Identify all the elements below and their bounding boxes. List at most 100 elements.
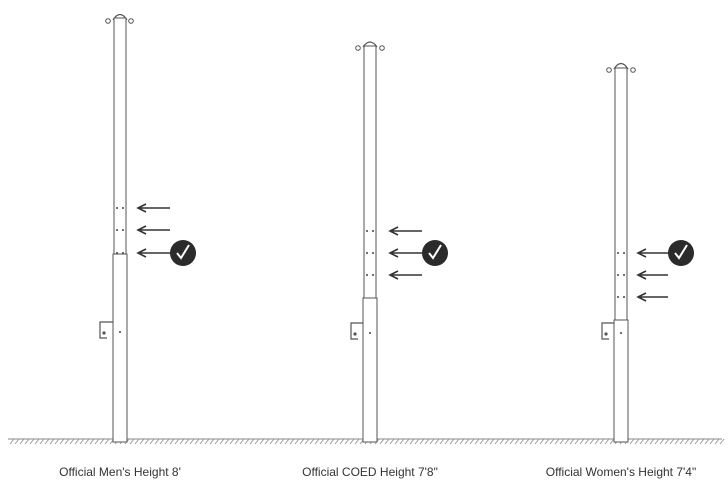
mounting-bracket-icon bbox=[99, 321, 121, 339]
pole-lower-section bbox=[362, 297, 378, 443]
ground-hatch-mark bbox=[439, 438, 445, 445]
ground-hatch-mark bbox=[419, 438, 425, 445]
pole-lower-section bbox=[613, 319, 629, 443]
ground-hatch-mark bbox=[444, 438, 450, 445]
ground-hatch-mark bbox=[349, 438, 355, 445]
height-holes bbox=[617, 252, 625, 298]
ground-hatch-mark bbox=[164, 438, 170, 445]
ground-hatch-mark bbox=[409, 438, 415, 445]
ground-hatch-mark bbox=[679, 438, 685, 445]
ground-hatch-mark bbox=[14, 438, 20, 445]
ground-hatch-mark bbox=[429, 438, 435, 445]
ground-hatch-mark bbox=[489, 438, 495, 445]
ground-hatch-mark bbox=[709, 438, 715, 445]
ground-hatch-mark bbox=[644, 438, 650, 445]
height-holes bbox=[366, 230, 374, 276]
ground-hatch-mark bbox=[699, 438, 705, 445]
ground-hatch-mark bbox=[519, 438, 525, 445]
ground-hatch-mark bbox=[689, 438, 695, 445]
ground-hatch-mark bbox=[449, 438, 455, 445]
ground-hatch-mark bbox=[639, 438, 645, 445]
ground-hatch-mark bbox=[49, 438, 55, 445]
pulley-icon bbox=[379, 45, 385, 51]
ground-hatch-mark bbox=[294, 438, 300, 445]
arrow-left-icon bbox=[636, 270, 668, 280]
ground-hatch-mark bbox=[604, 438, 610, 445]
ground-hatch-mark bbox=[389, 438, 395, 445]
ground-hatch-mark bbox=[404, 438, 410, 445]
pole-upper-section bbox=[113, 17, 127, 255]
ground-hatch-mark bbox=[399, 438, 405, 445]
ground-hatch-mark bbox=[219, 438, 225, 445]
ground-hatch-mark bbox=[544, 438, 550, 445]
pole-womens bbox=[601, 62, 694, 443]
mounting-bracket-icon bbox=[601, 322, 622, 340]
ground-hatch-mark bbox=[524, 438, 530, 445]
ground-hatch-mark bbox=[84, 438, 90, 445]
ground-hatch-mark bbox=[279, 438, 285, 445]
arrow-left-icon bbox=[636, 248, 668, 258]
mounting-bracket-icon bbox=[350, 322, 371, 340]
ground-hatch-mark bbox=[594, 438, 600, 445]
ground-hatch-mark bbox=[174, 438, 180, 445]
ground-hatch-mark bbox=[144, 438, 150, 445]
pole-upper-section bbox=[614, 67, 628, 321]
ground-hatch-mark bbox=[24, 438, 30, 445]
pulley-icon bbox=[355, 45, 361, 51]
ground-hatch-mark bbox=[259, 438, 265, 445]
ground-hatch-mark bbox=[509, 438, 515, 445]
ground-hatch-mark bbox=[299, 438, 305, 445]
ground-hatch-mark bbox=[414, 438, 420, 445]
ground-hatch-mark bbox=[714, 438, 720, 445]
ground-hatch-mark bbox=[629, 438, 635, 445]
ground-hatch-mark bbox=[94, 438, 100, 445]
ground-hatch-mark bbox=[339, 438, 345, 445]
ground-hatch-mark bbox=[674, 438, 680, 445]
ground-hatch-mark bbox=[79, 438, 85, 445]
ground-hatch-mark bbox=[384, 438, 390, 445]
pole-label-mens: Official Men's Height 8' bbox=[59, 465, 181, 479]
ground-hatch-mark bbox=[459, 438, 465, 445]
ground-hatch-mark bbox=[44, 438, 50, 445]
ground-hatch-mark bbox=[89, 438, 95, 445]
ground-hatch-mark bbox=[649, 438, 655, 445]
ground-hatch-mark bbox=[274, 438, 280, 445]
ground-hatch-mark bbox=[464, 438, 470, 445]
ground-hatch-mark bbox=[184, 438, 190, 445]
arrow-left-icon bbox=[388, 248, 422, 258]
ground-hatch-mark bbox=[59, 438, 65, 445]
ground-hatch-mark bbox=[284, 438, 290, 445]
ground-hatch-mark bbox=[269, 438, 275, 445]
ground-hatch-mark bbox=[154, 438, 160, 445]
ground-hatch-mark bbox=[434, 438, 440, 445]
ground-hatch-mark bbox=[454, 438, 460, 445]
ground-hatch-mark bbox=[694, 438, 700, 445]
pole-lower-section bbox=[112, 253, 128, 443]
ground-hatch-mark bbox=[229, 438, 235, 445]
ground-hatch-mark bbox=[704, 438, 710, 445]
arrow-left-icon bbox=[388, 226, 422, 236]
pole-upper-section bbox=[363, 45, 377, 299]
ground-hatch-mark bbox=[569, 438, 575, 445]
pulley-icon bbox=[630, 67, 636, 73]
ground-hatch-mark bbox=[179, 438, 185, 445]
ground-hatch-mark bbox=[564, 438, 570, 445]
ground-hatch-mark bbox=[99, 438, 105, 445]
ground-hatch-mark bbox=[139, 438, 145, 445]
pulley-icon bbox=[606, 67, 612, 73]
ground-hatch-mark bbox=[214, 438, 220, 445]
ground-hatch-mark bbox=[104, 438, 110, 445]
ground-hatch-mark bbox=[574, 438, 580, 445]
arrow-left-icon bbox=[136, 203, 170, 213]
ground-hatch-mark bbox=[129, 438, 135, 445]
ground-hatch-mark bbox=[289, 438, 295, 445]
ground-hatch-mark bbox=[254, 438, 260, 445]
ground-hatch-mark bbox=[539, 438, 545, 445]
ground-hatch-mark bbox=[549, 438, 555, 445]
ground-hatch-mark bbox=[169, 438, 175, 445]
ground-hatch-mark bbox=[394, 438, 400, 445]
ground-hatch-mark bbox=[469, 438, 475, 445]
ground-hatch-mark bbox=[134, 438, 140, 445]
ground-hatch-mark bbox=[344, 438, 350, 445]
